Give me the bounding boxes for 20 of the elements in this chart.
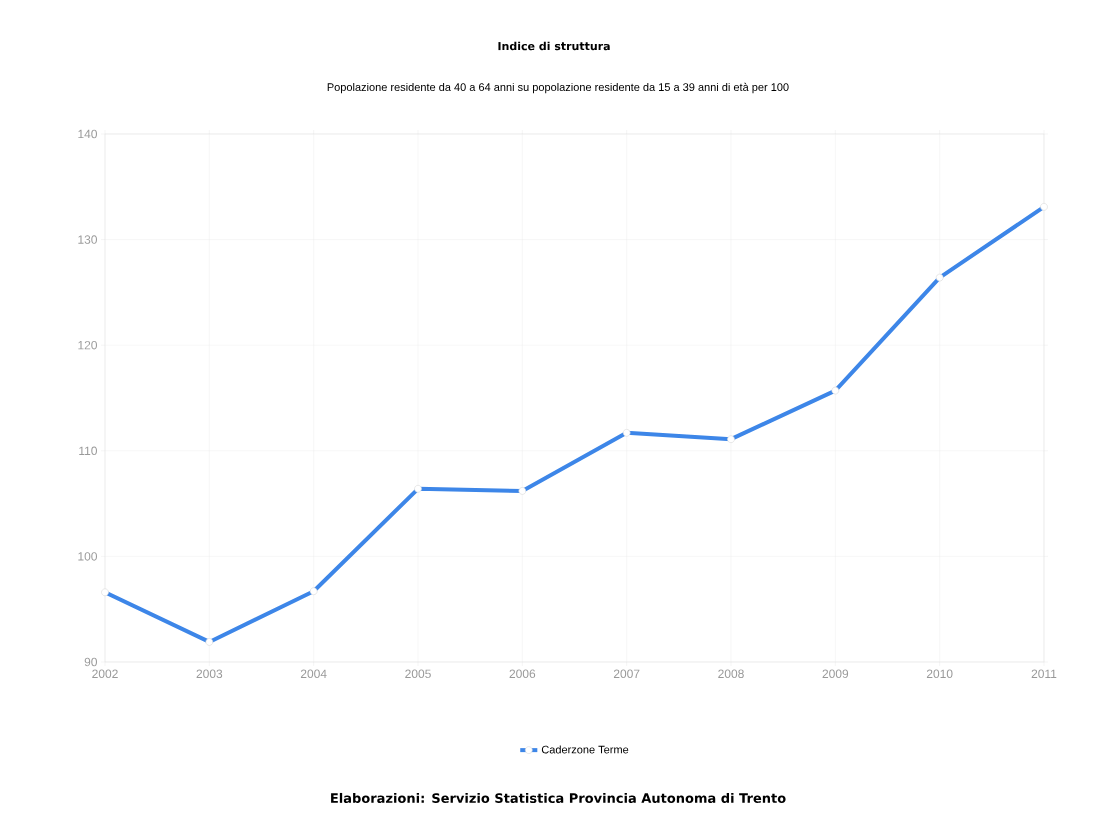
x-tick-label: 2008 bbox=[718, 669, 744, 679]
y-tick-label: 100 bbox=[78, 552, 98, 561]
x-tick-label: 2004 bbox=[300, 669, 327, 679]
x-tick-label: 2010 bbox=[926, 669, 953, 679]
legend-label: Caderzone Terme bbox=[541, 745, 629, 754]
x-tick-label: 2002 bbox=[92, 669, 118, 679]
chart-subtitle: Popolazione residente da 40 a 64 anni su popolazione residente da 15 a 39 anni di età per 100 bbox=[327, 82, 789, 94]
x-tick-label: 2006 bbox=[509, 669, 536, 679]
x-tick-label: 2011 bbox=[1031, 669, 1057, 679]
y-tick-label: 130 bbox=[78, 235, 98, 244]
chart-title: Indice di struttura bbox=[498, 41, 610, 51]
y-tick-label: 90 bbox=[84, 657, 98, 667]
y-tick-label: 140 bbox=[78, 129, 98, 139]
x-tick-label: 2005 bbox=[405, 669, 431, 679]
y-tick-label: 120 bbox=[78, 340, 98, 350]
x-tick-label: 2009 bbox=[822, 669, 849, 679]
text: Elaborazioni: Servizio Statistica Provincia Autonoma di Trento bbox=[331, 792, 786, 804]
y-tick-label: 110 bbox=[79, 446, 98, 456]
x-tick-label: 2003 bbox=[196, 669, 223, 679]
x-tick-label: 2007 bbox=[613, 669, 640, 679]
